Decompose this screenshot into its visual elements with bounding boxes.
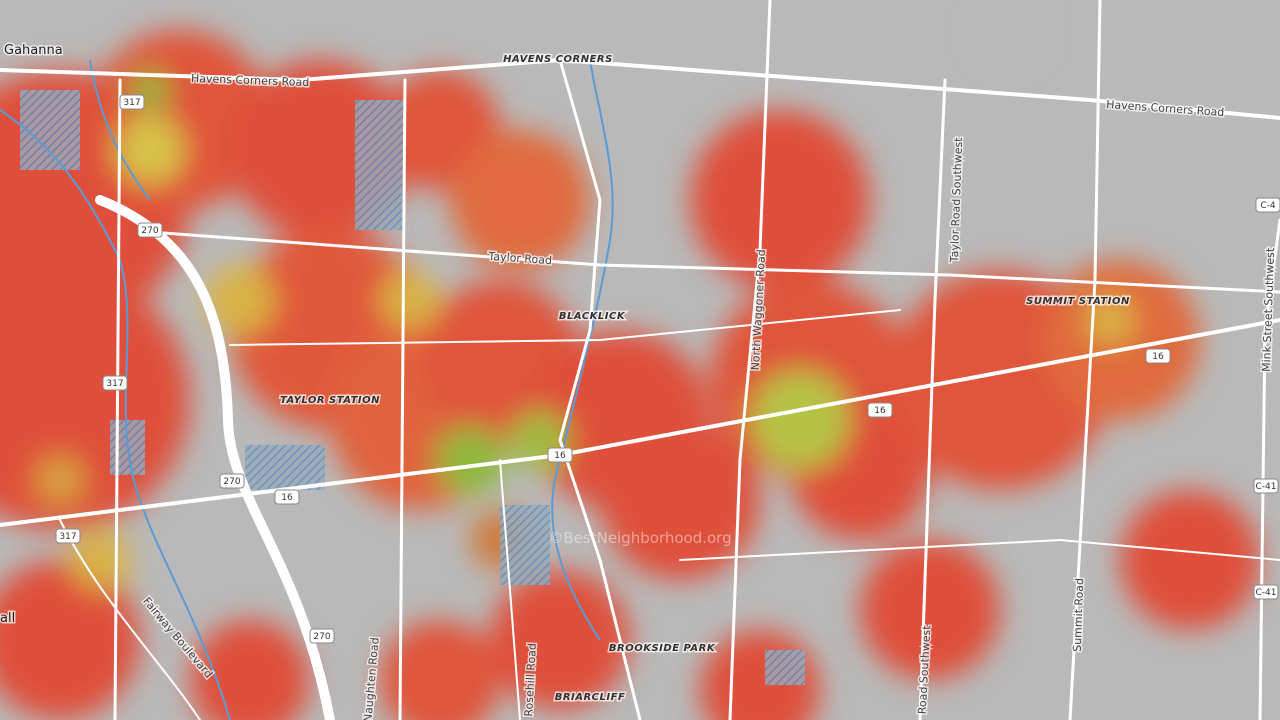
shield-box [219, 473, 245, 489]
road-label: Summit Road [1071, 578, 1087, 652]
place-label: BRIARCLIFF [555, 692, 626, 703]
shield-label: 16 [1152, 352, 1164, 362]
shields: 317 317 317 270 270 270 16 16 16 16 C-4 C-41 C-41 [55, 94, 1280, 644]
heat-blob [750, 370, 850, 470]
road-label: Road Southwest [916, 624, 934, 714]
shield-label: 270 [223, 477, 240, 487]
heat-blob [435, 425, 505, 495]
place-label: SUMMIT STATION [1026, 296, 1130, 307]
shield-box [102, 375, 128, 391]
road-label: Taylor Road Southwest [948, 137, 965, 264]
shield-box [547, 447, 573, 463]
shield-box [274, 489, 300, 505]
heat-blob [380, 270, 440, 330]
shield-box [119, 94, 145, 110]
shield-label: 16 [554, 451, 566, 461]
road-label: Havens Corners Road [191, 72, 310, 89]
heat-blob [690, 110, 870, 290]
heat-blob [380, 620, 500, 720]
shield-label: 317 [59, 532, 76, 542]
shield-box [309, 628, 335, 644]
shield-box [1255, 197, 1280, 213]
place-label: HAVENS CORNERS [503, 54, 613, 65]
heat-blob [1120, 490, 1260, 630]
shield-label: C-41 [1256, 588, 1277, 598]
place-label: Gahanna [4, 43, 63, 58]
heat-blob [600, 420, 760, 580]
heat-blob [205, 265, 275, 335]
heat-blob [980, 0, 1040, 60]
place-label: TAYLOR STATION [280, 395, 380, 406]
heat-blob [115, 115, 185, 185]
heat-blob [450, 130, 590, 270]
heat-blob [860, 540, 1000, 680]
heat-blob [490, 570, 630, 710]
road-label: Mink Street Southwest [1260, 247, 1277, 372]
shield-box [1145, 348, 1171, 364]
shield-label: 317 [106, 379, 123, 389]
shield-box [1253, 478, 1279, 494]
shield-label: C-41 [1256, 482, 1277, 492]
heat-blob [1085, 295, 1135, 345]
shield-label: 270 [313, 632, 330, 642]
shield-label: 16 [281, 493, 293, 503]
place-label: BLACKLICK [559, 311, 626, 322]
road-label: Rosehill Road [522, 643, 539, 717]
shield-label: 270 [141, 226, 158, 236]
watermark: ©BestNeighborhood.org [548, 529, 731, 547]
road-label: Taylor Road [487, 250, 552, 267]
heat-blob [35, 455, 85, 505]
shield-label: C-4 [1260, 201, 1276, 211]
heat-blob [0, 560, 140, 720]
shield-box [55, 528, 81, 544]
shield-box [137, 222, 163, 238]
shield-box [1253, 584, 1279, 600]
shield-label: 317 [123, 98, 140, 108]
place-label: all [0, 611, 15, 626]
place-label: BROOKSIDE PARK [609, 643, 716, 654]
shield-box [867, 402, 893, 418]
heat-blob [190, 620, 310, 720]
shield-label: 16 [874, 406, 886, 416]
